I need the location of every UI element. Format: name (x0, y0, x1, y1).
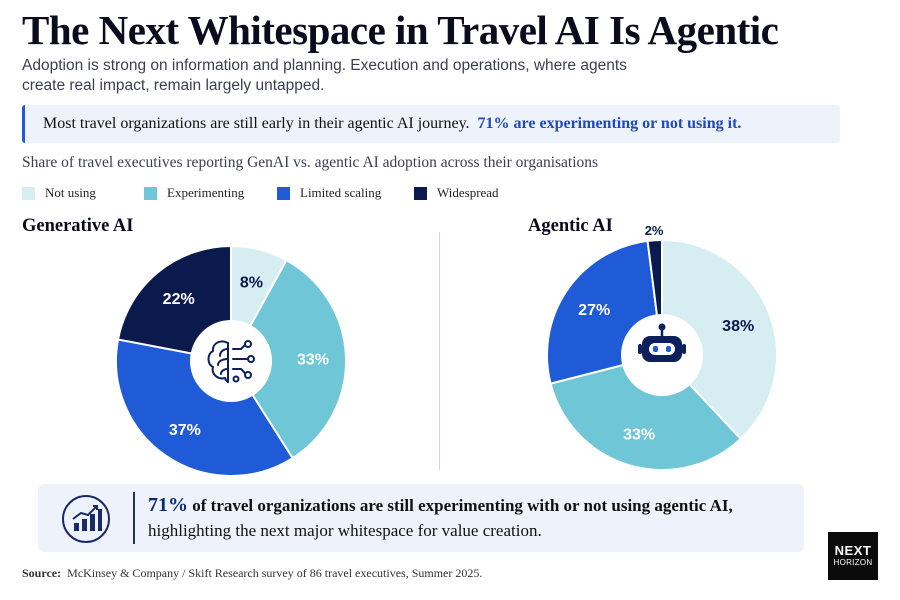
callout-text: Most travel organizations are still earl… (43, 115, 470, 132)
summary-divider (133, 492, 135, 544)
source-label: Source: (22, 566, 62, 580)
donut-slice-not-using (661, 238, 778, 441)
legend-item-experimenting: Experimenting (144, 185, 244, 201)
page-subtitle: Adoption is strong on information and pl… (22, 57, 627, 94)
chart-divider (439, 232, 440, 470)
agentic-donut-chart: 38% 33% 27% 2% (546, 223, 778, 471)
donut-hole (190, 320, 272, 402)
legend-label: Experimenting (167, 185, 245, 200)
donut-slice-limited-scaling (115, 338, 295, 477)
legend-swatch (22, 186, 35, 200)
source-note: Source: McKinsey & Company / Skift Resea… (22, 566, 482, 581)
donut-label-widespread: 2% (645, 223, 664, 238)
donut-label-experimenting: 33% (297, 351, 329, 368)
summary-callout: 71% of travel organizations are still ex… (38, 484, 804, 552)
next-horizon-logo: NEXT HORIZON (828, 532, 878, 580)
page-title: The Next Whitespace in Travel AI Is Agen… (22, 7, 779, 53)
summary-big-number: 71% (148, 494, 188, 516)
legend-label: Widespread (437, 185, 499, 200)
logo-line-1: NEXT (834, 543, 872, 558)
donut-label-experimenting: 33% (623, 427, 655, 444)
donut-label-widespread: 22% (163, 291, 195, 308)
chart-legend: Not using Experimenting Limited scaling … (22, 185, 582, 205)
donut-label-limited-scaling: 37% (169, 422, 201, 439)
legend-item-not-using: Not using (22, 185, 96, 201)
agentic-chart-title: Agentic AI (528, 216, 613, 236)
key-callout: Most travel organizations are still earl… (22, 105, 840, 143)
growth-chart-icon (60, 493, 112, 545)
summary-rest-text: highlighting the next major whitespace f… (148, 521, 542, 540)
callout-highlight: 71% are experimenting or not using it. (477, 115, 742, 132)
robot-icon (638, 323, 686, 362)
legend-swatch (277, 186, 290, 200)
legend-item-widespread: Widespread (414, 185, 499, 201)
legend-swatch (144, 186, 157, 200)
donut-slice-experimenting (549, 353, 743, 471)
genai-donut-chart: 8% 33% 37% 22% (115, 244, 348, 477)
genai-chart-title: Generative AI (22, 216, 134, 236)
donut-label-not-using: 38% (722, 318, 754, 335)
donut-label-not-using: 8% (240, 275, 263, 292)
legend-swatch (414, 186, 427, 200)
summary-bold-text: of travel organizations are still experi… (192, 496, 733, 515)
legend-label: Not using (45, 185, 96, 200)
donut-slice-experimenting (229, 258, 348, 460)
donut-label-limited-scaling: 27% (578, 302, 610, 319)
legend-label: Limited scaling (300, 185, 382, 200)
source-text: McKinsey & Company / Skift Research surv… (67, 566, 483, 580)
chart-caption: Share of travel executives reporting Gen… (22, 154, 599, 171)
summary-text: 71% of travel organizations are still ex… (148, 493, 788, 543)
brain-circuit-icon (207, 340, 255, 383)
logo-line-2: HORIZON (833, 558, 873, 567)
legend-item-limited-scaling: Limited scaling (277, 185, 381, 201)
